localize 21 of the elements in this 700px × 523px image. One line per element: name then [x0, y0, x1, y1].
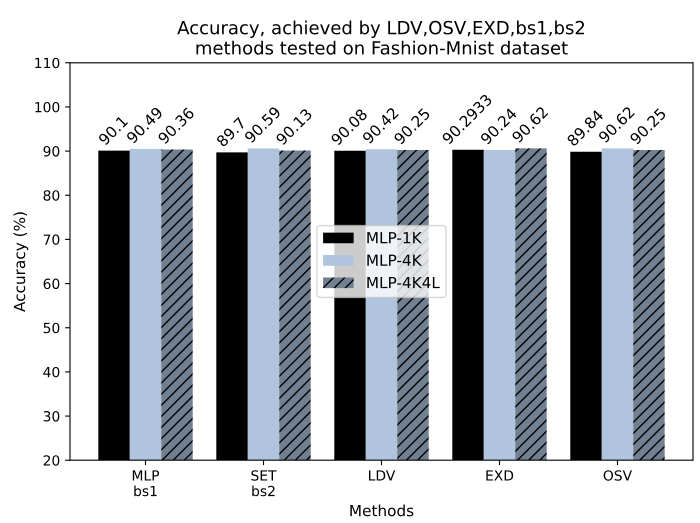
y-tick-label: 100 [35, 102, 60, 112]
legend-label: MLP-4K [367, 254, 422, 266]
x-tick-label: MLP bs1 [132, 470, 160, 496]
y-tick-label: 50 [44, 322, 60, 334]
legend-label: MLP-4K4L [367, 277, 440, 288]
legend-label: MLP-1K [367, 232, 422, 244]
y-tick-label: 110 [35, 58, 60, 68]
x-tick-label: LDV [369, 470, 396, 481]
chart-title: Accuracy, achieved by LDV,OSV,EXD,bs1,bs2 methods tested on Fashion-Mnist dataset [177, 20, 584, 55]
y-tick-label: 60 [44, 278, 60, 290]
x-tick-label: SET bs2 [251, 470, 277, 496]
y-tick-label: 40 [43, 366, 60, 378]
y-axis-title: Accuracy (%) [13, 212, 28, 312]
y-tick-label: 20 [44, 455, 60, 466]
y-tick-label: 90 [43, 146, 60, 157]
x-tick-label: EXD [486, 470, 514, 481]
x-tick-label: OSV [604, 470, 632, 481]
y-tick-label: 30 [44, 411, 60, 422]
y-tick-label: 70 [44, 234, 60, 245]
y-tick-label: 80 [44, 190, 60, 201]
x-axis-title: Methods [350, 504, 414, 516]
